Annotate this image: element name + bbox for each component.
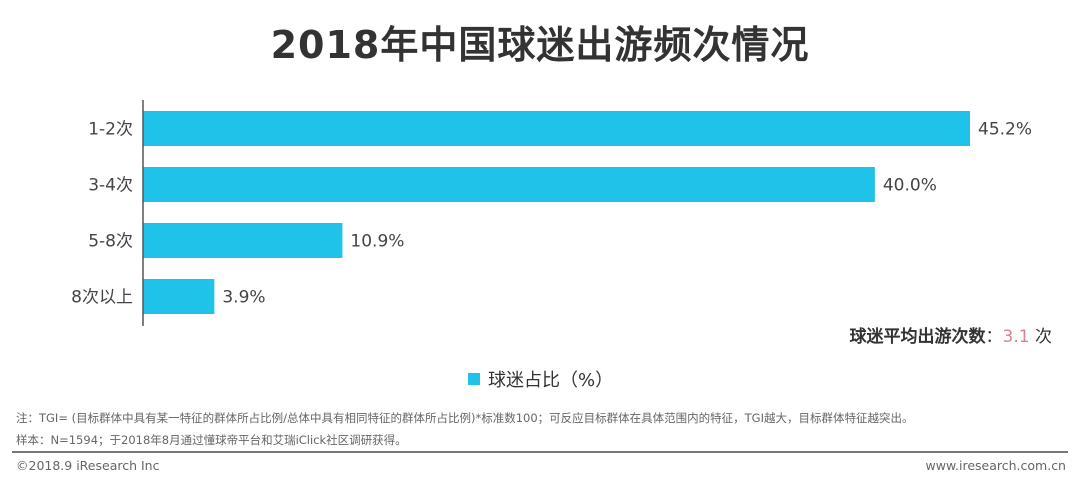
average-value: 3.1 xyxy=(1002,327,1030,347)
bar-chart: 1-2次 45.2% 3-4次 40.0% 5-8次 10.9% 8次以上 3.9% xyxy=(71,100,1032,326)
footer-divider xyxy=(12,451,1068,453)
category-label: 5-8次 xyxy=(88,232,133,252)
legend-swatch xyxy=(468,373,480,385)
data-label: 40.0% xyxy=(883,176,937,196)
average-annotation: 球迷平均出游次数：3.1 次 xyxy=(850,322,1052,347)
average-sep: ： xyxy=(985,327,1003,347)
data-label: 45.2% xyxy=(978,120,1032,140)
footer-copyright: ©2018.9 iResearch Inc xyxy=(16,458,160,473)
data-label: 10.9% xyxy=(350,232,404,252)
category-label: 8次以上 xyxy=(71,288,133,308)
bar xyxy=(143,279,215,314)
note-sample: 样本：N=1594；于2018年8月通过懂球帝平台和艾瑞iClick社区调研获得… xyxy=(16,433,407,447)
category-label: 3-4次 xyxy=(88,176,133,196)
bar xyxy=(143,167,875,202)
data-label: 3.9% xyxy=(222,288,265,308)
bar xyxy=(143,111,970,146)
average-unit: 次 xyxy=(1035,327,1052,347)
bar xyxy=(143,223,343,258)
legend: 球迷占比（%） xyxy=(468,366,613,392)
chart-title: 2018年中国球迷出游频次情况 xyxy=(270,23,810,67)
footer-website: www.iresearch.com.cn xyxy=(925,458,1067,473)
legend-label: 球迷占比（%） xyxy=(488,370,614,391)
average-label: 球迷平均出游次数 xyxy=(849,327,986,347)
category-label: 1-2次 xyxy=(88,120,133,140)
note-tgi: 注：TGI= (目标群体中具有某一特征的群体所占比例/总体中具有相同特征的群体所… xyxy=(16,411,914,425)
